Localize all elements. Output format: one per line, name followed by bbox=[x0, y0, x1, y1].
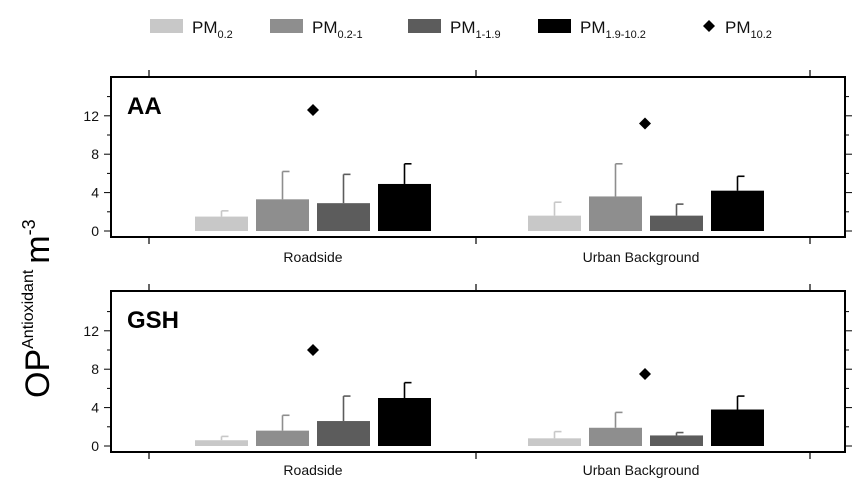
panel-frame bbox=[110, 290, 846, 453]
bar bbox=[317, 203, 370, 231]
data-point bbox=[307, 344, 319, 356]
legend-swatch bbox=[270, 19, 303, 33]
legend-label: PM1.9-10.2 bbox=[580, 18, 646, 41]
legend-swatch bbox=[408, 19, 441, 33]
panel-frame bbox=[110, 76, 846, 238]
bar bbox=[378, 183, 431, 231]
bar bbox=[711, 190, 764, 231]
bar bbox=[195, 216, 248, 231]
legend-item: PM1-1.9 bbox=[408, 18, 501, 41]
legend-label: PM0.2 bbox=[192, 18, 233, 41]
y-tick-label: 8 bbox=[91, 146, 99, 162]
y-tick-label: 0 bbox=[91, 223, 99, 239]
bar bbox=[589, 196, 642, 231]
panel-title: AA bbox=[127, 93, 162, 120]
data-point bbox=[307, 104, 319, 117]
bar bbox=[528, 215, 581, 231]
data-point bbox=[639, 368, 651, 380]
chart-panel: 0 4 8 12 GSH Roadside Urban Background bbox=[83, 284, 852, 478]
data-point bbox=[639, 117, 651, 130]
legend-label: PM10.2 bbox=[725, 18, 772, 41]
bar bbox=[256, 430, 309, 446]
bar bbox=[528, 438, 581, 446]
y-tick-label: 4 bbox=[91, 185, 99, 201]
legend-item: PM1.9-10.2 bbox=[538, 18, 646, 41]
legend-item: PM0.2-1 bbox=[270, 18, 363, 41]
y-tick-label: 8 bbox=[91, 361, 99, 377]
category-label: Roadside bbox=[283, 249, 342, 265]
y-axis-label: OPAntioxidantm-3 bbox=[19, 219, 57, 398]
y-tick-label: 12 bbox=[83, 108, 99, 124]
bar bbox=[378, 398, 431, 446]
legend-label: PM1-1.9 bbox=[450, 18, 501, 41]
y-tick-label: 4 bbox=[91, 400, 99, 416]
legend-marker bbox=[703, 20, 715, 32]
y-tick-label: 12 bbox=[83, 323, 99, 339]
bar bbox=[650, 215, 703, 231]
panel-title: GSH bbox=[127, 307, 179, 334]
bar bbox=[195, 440, 248, 446]
bar bbox=[650, 435, 703, 446]
bar bbox=[256, 199, 309, 231]
legend: PM0.2 PM0.2-1 PM1-1.9 PM1.9-10.2 PM10.2 bbox=[150, 18, 772, 41]
y-axis-title: OPAntioxidantm-3 bbox=[19, 219, 57, 398]
panels: 0 4 8 12 AA Roadside Urban Background 0 4 8 12 GSH R… bbox=[83, 70, 852, 478]
bar bbox=[317, 421, 370, 446]
legend-item: PM0.2 bbox=[150, 18, 233, 41]
legend-label: PM0.2-1 bbox=[312, 18, 363, 41]
y-tick-label: 0 bbox=[91, 438, 99, 454]
category-label: Urban Background bbox=[583, 462, 700, 478]
chart-panel: 0 4 8 12 AA Roadside Urban Background bbox=[83, 70, 852, 265]
legend-swatch bbox=[538, 19, 571, 33]
legend-swatch bbox=[150, 19, 183, 33]
bar bbox=[711, 409, 764, 446]
bar bbox=[589, 427, 642, 446]
category-label: Urban Background bbox=[583, 249, 700, 265]
legend-item: PM10.2 bbox=[703, 18, 772, 41]
category-label: Roadside bbox=[283, 462, 342, 478]
